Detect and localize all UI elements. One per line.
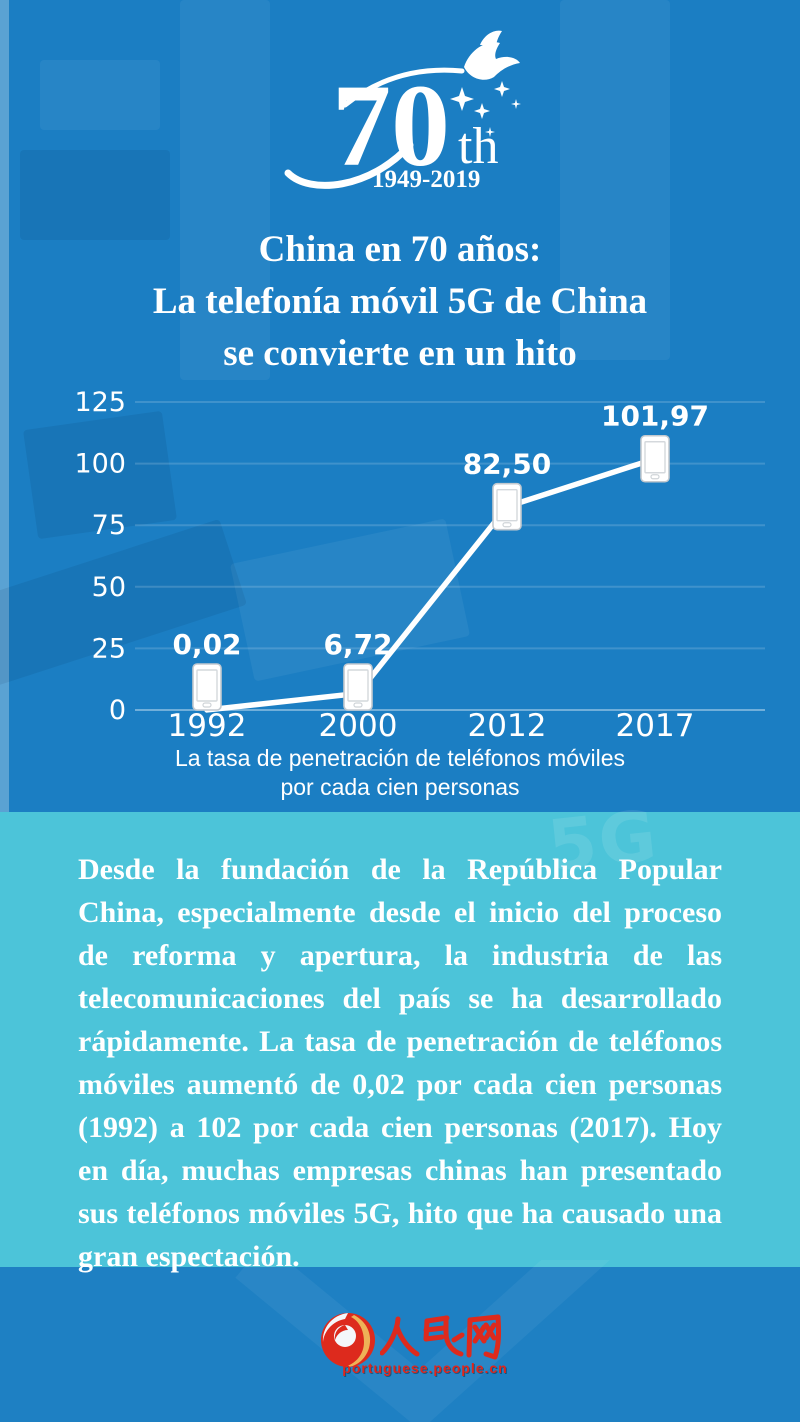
anniversary-number: 70 <box>332 60 450 191</box>
title-line-1: China en 70 años: <box>258 229 542 270</box>
smartphone-icon <box>640 434 670 483</box>
footer-section-background <box>0 1267 800 1422</box>
sparkle-stars-icon <box>450 81 521 137</box>
x-tick-label: 2012 <box>468 708 547 744</box>
smartphone-icon <box>343 663 373 711</box>
footer-watermark <box>235 1260 610 1422</box>
orbit-swoosh <box>284 141 414 189</box>
people-daily-cn-logo <box>380 1314 502 1360</box>
chart-caption-line-1: La tasa de penetración de teléfonos móvi… <box>174 745 626 771</box>
brand-url: portuguese.people.cn <box>342 1360 508 1376</box>
penetration-line-chart: 0 25 50 75 100 125 1992 2000 2012 2017 0,02 6,72 82,… <box>74 387 765 744</box>
y-tick-label: 25 <box>92 633 126 664</box>
data-value-label: 0,02 <box>172 628 241 661</box>
title-line-3: se convierte en un hito <box>223 333 577 374</box>
x-tick-label: 2000 <box>319 708 398 744</box>
anniversary-suffix: th <box>458 118 498 175</box>
people-daily-globe-icon <box>321 1313 375 1368</box>
y-tick-label: 50 <box>92 572 126 603</box>
left-edge-highlight <box>0 0 9 812</box>
data-value-label: 82,50 <box>463 448 552 481</box>
body-paragraph: Desde la fundación de la República Popul… <box>78 853 722 1273</box>
dove-icon <box>464 30 520 80</box>
y-tick-label: 125 <box>74 387 126 418</box>
people-daily-brand: portuguese.people.cn <box>0 1298 800 1398</box>
title-line-2: La telefonía móvil 5G de China <box>152 281 648 322</box>
y-tick-label: 100 <box>74 449 126 480</box>
data-value-label: 101,97 <box>601 400 709 433</box>
chart-caption-line-2: por cada cien personas <box>280 774 520 800</box>
y-tick-label: 75 <box>92 510 126 541</box>
middle-section-background <box>0 812 800 1267</box>
page-title: China en 70 años: La telefonía móvil 5G … <box>0 224 800 380</box>
top-section-background <box>0 0 800 812</box>
swoosh-to-dove <box>342 67 465 108</box>
x-tick-label: 2017 <box>616 708 695 744</box>
data-line <box>204 455 658 713</box>
anniversary-years: 1949-2019 <box>372 166 480 193</box>
smartphone-icon <box>192 663 222 711</box>
chart-caption: La tasa de penetración de teléfonos móvi… <box>0 744 800 802</box>
data-value-label: 6,72 <box>323 628 392 661</box>
x-tick-label: 1992 <box>168 708 247 744</box>
y-tick-label: 0 <box>109 695 126 726</box>
smartphone-icon <box>492 482 522 531</box>
anniversary-70th-logo: 70 th 1949-2019 <box>284 30 521 193</box>
